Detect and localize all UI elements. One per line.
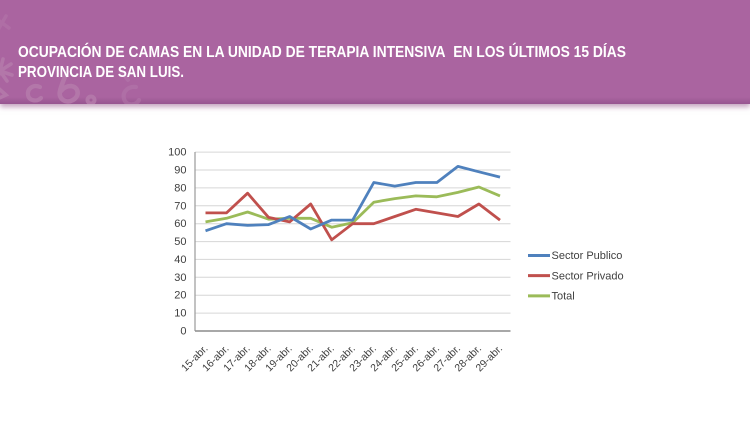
svg-text:0: 0 bbox=[180, 326, 186, 338]
svg-text:100: 100 bbox=[168, 147, 186, 159]
svg-text:80: 80 bbox=[174, 182, 186, 194]
svg-text:Total: Total bbox=[552, 291, 575, 303]
svg-text:10: 10 bbox=[174, 308, 186, 320]
svg-text:40: 40 bbox=[174, 254, 186, 266]
svg-text:30: 30 bbox=[174, 272, 186, 284]
svg-text:20: 20 bbox=[174, 290, 186, 302]
svg-text:Sector Privado: Sector Privado bbox=[552, 270, 624, 282]
svg-text:60: 60 bbox=[174, 218, 186, 230]
svg-text:90: 90 bbox=[174, 165, 186, 177]
svg-text:50: 50 bbox=[174, 236, 186, 248]
svg-text:70: 70 bbox=[174, 200, 186, 212]
svg-text:Sector Publico: Sector Publico bbox=[552, 250, 623, 262]
